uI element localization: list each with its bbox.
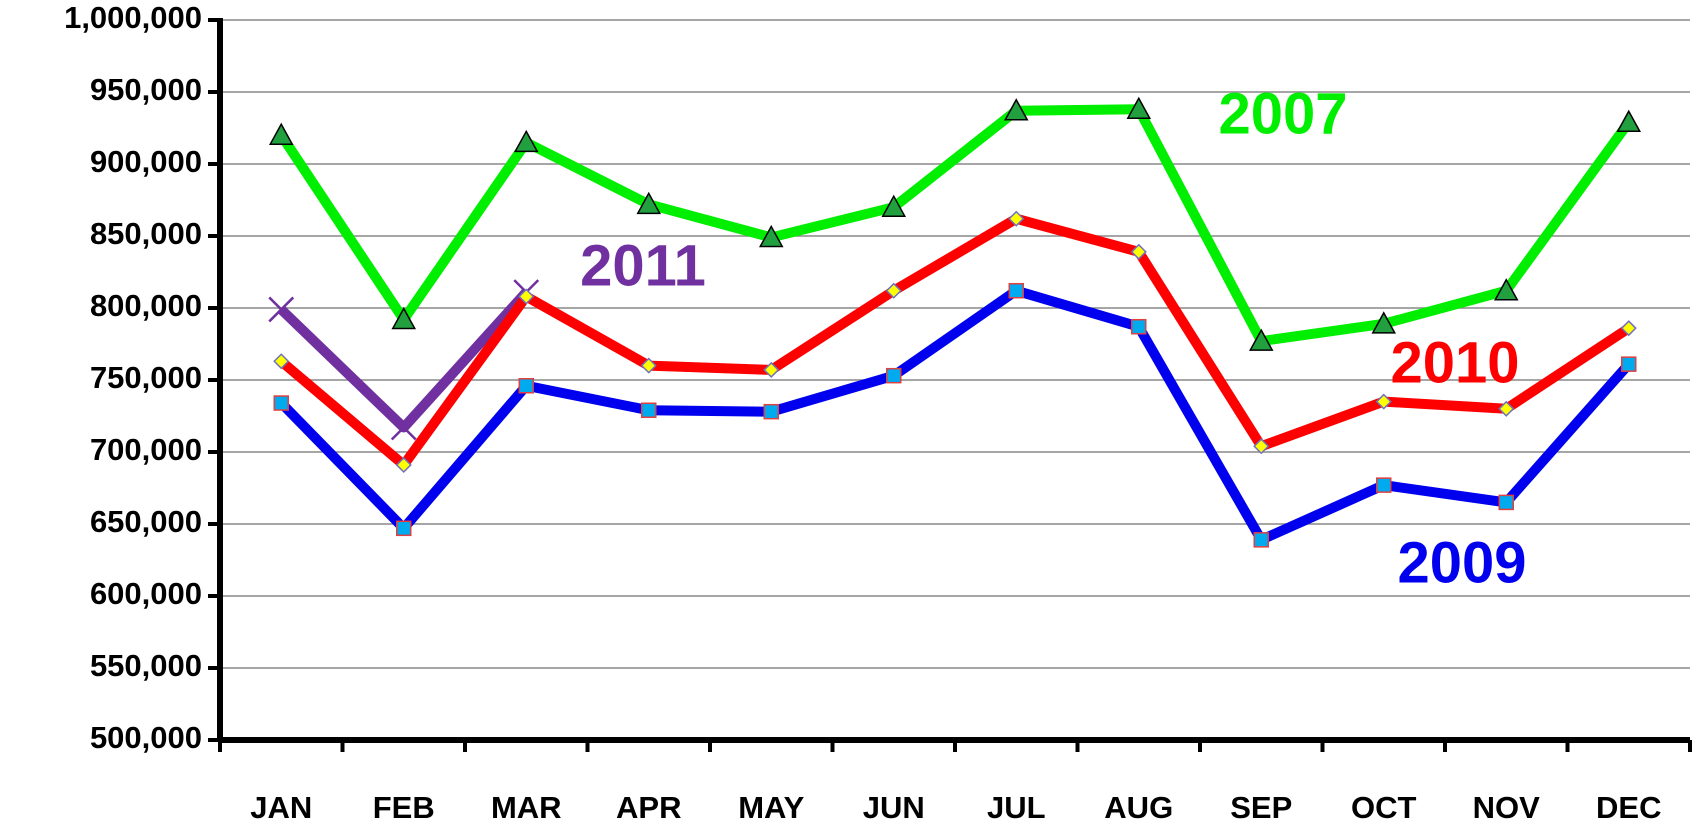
marker [1126, 96, 1152, 120]
x-tick-label: APR [616, 790, 681, 825]
x-tick-label: JUL [987, 790, 1046, 825]
x-tick-label: SEP [1230, 790, 1292, 825]
marker [1493, 278, 1519, 301]
x-tick-label: FEB [373, 790, 435, 825]
marker [636, 191, 662, 215]
marker [1003, 98, 1029, 121]
x-tick-label: OCT [1351, 790, 1417, 825]
marker [640, 357, 657, 374]
x-tick-label: DEC [1596, 790, 1661, 825]
marker [1375, 393, 1392, 410]
series-label: 2009 [1397, 530, 1526, 595]
marker [1498, 400, 1515, 417]
y-tick-label: 550,000 [90, 648, 202, 683]
marker [763, 403, 779, 420]
marker [391, 306, 417, 330]
y-tick-label: 500,000 [90, 720, 202, 755]
marker [1253, 532, 1269, 548]
marker [1376, 477, 1392, 493]
y-tick-label: 600,000 [90, 576, 202, 611]
marker [758, 224, 784, 248]
marker [396, 520, 412, 537]
marker [1498, 494, 1514, 511]
marker [881, 194, 907, 217]
marker [268, 296, 295, 323]
marker [268, 122, 294, 145]
marker [1620, 320, 1637, 337]
marker [273, 353, 290, 370]
series-label: 2010 [1390, 330, 1519, 395]
x-tick-label: AUG [1104, 790, 1173, 825]
marker [1616, 109, 1642, 132]
marker [273, 395, 289, 411]
y-tick-label: 950,000 [90, 72, 202, 107]
marker [513, 129, 539, 153]
marker [763, 361, 780, 378]
y-tick-label: 650,000 [90, 504, 202, 539]
marker [1008, 282, 1024, 299]
x-tick-label: JAN [250, 790, 312, 825]
series-line [278, 213, 1632, 470]
marker [1621, 356, 1637, 372]
marker [518, 378, 534, 394]
marker [395, 456, 412, 474]
y-tick-label: 1,000,000 [64, 0, 202, 35]
marker [1131, 318, 1147, 335]
marker [886, 367, 902, 384]
marker [1371, 311, 1397, 334]
y-tick-label: 850,000 [90, 216, 202, 251]
marker [1253, 438, 1270, 455]
marker [1130, 243, 1147, 260]
marker [1248, 328, 1274, 351]
y-tick-label: 750,000 [90, 360, 202, 395]
marker [390, 414, 417, 441]
x-tick-label: MAY [738, 790, 804, 825]
x-tick-label: MAR [491, 790, 562, 825]
y-tick-label: 900,000 [90, 144, 202, 179]
series-label: 2011 [580, 233, 706, 298]
series-line [277, 285, 1633, 545]
marker [1008, 210, 1025, 227]
y-tick-label: 800,000 [90, 288, 202, 323]
series-line [277, 104, 1633, 347]
series-label: 2007 [1218, 81, 1347, 146]
marker [885, 282, 902, 299]
x-tick-label: JUN [863, 790, 925, 825]
marker [518, 288, 535, 305]
y-tick-label: 700,000 [90, 432, 202, 467]
x-tick-label: NOV [1473, 790, 1541, 825]
marker [641, 402, 657, 418]
